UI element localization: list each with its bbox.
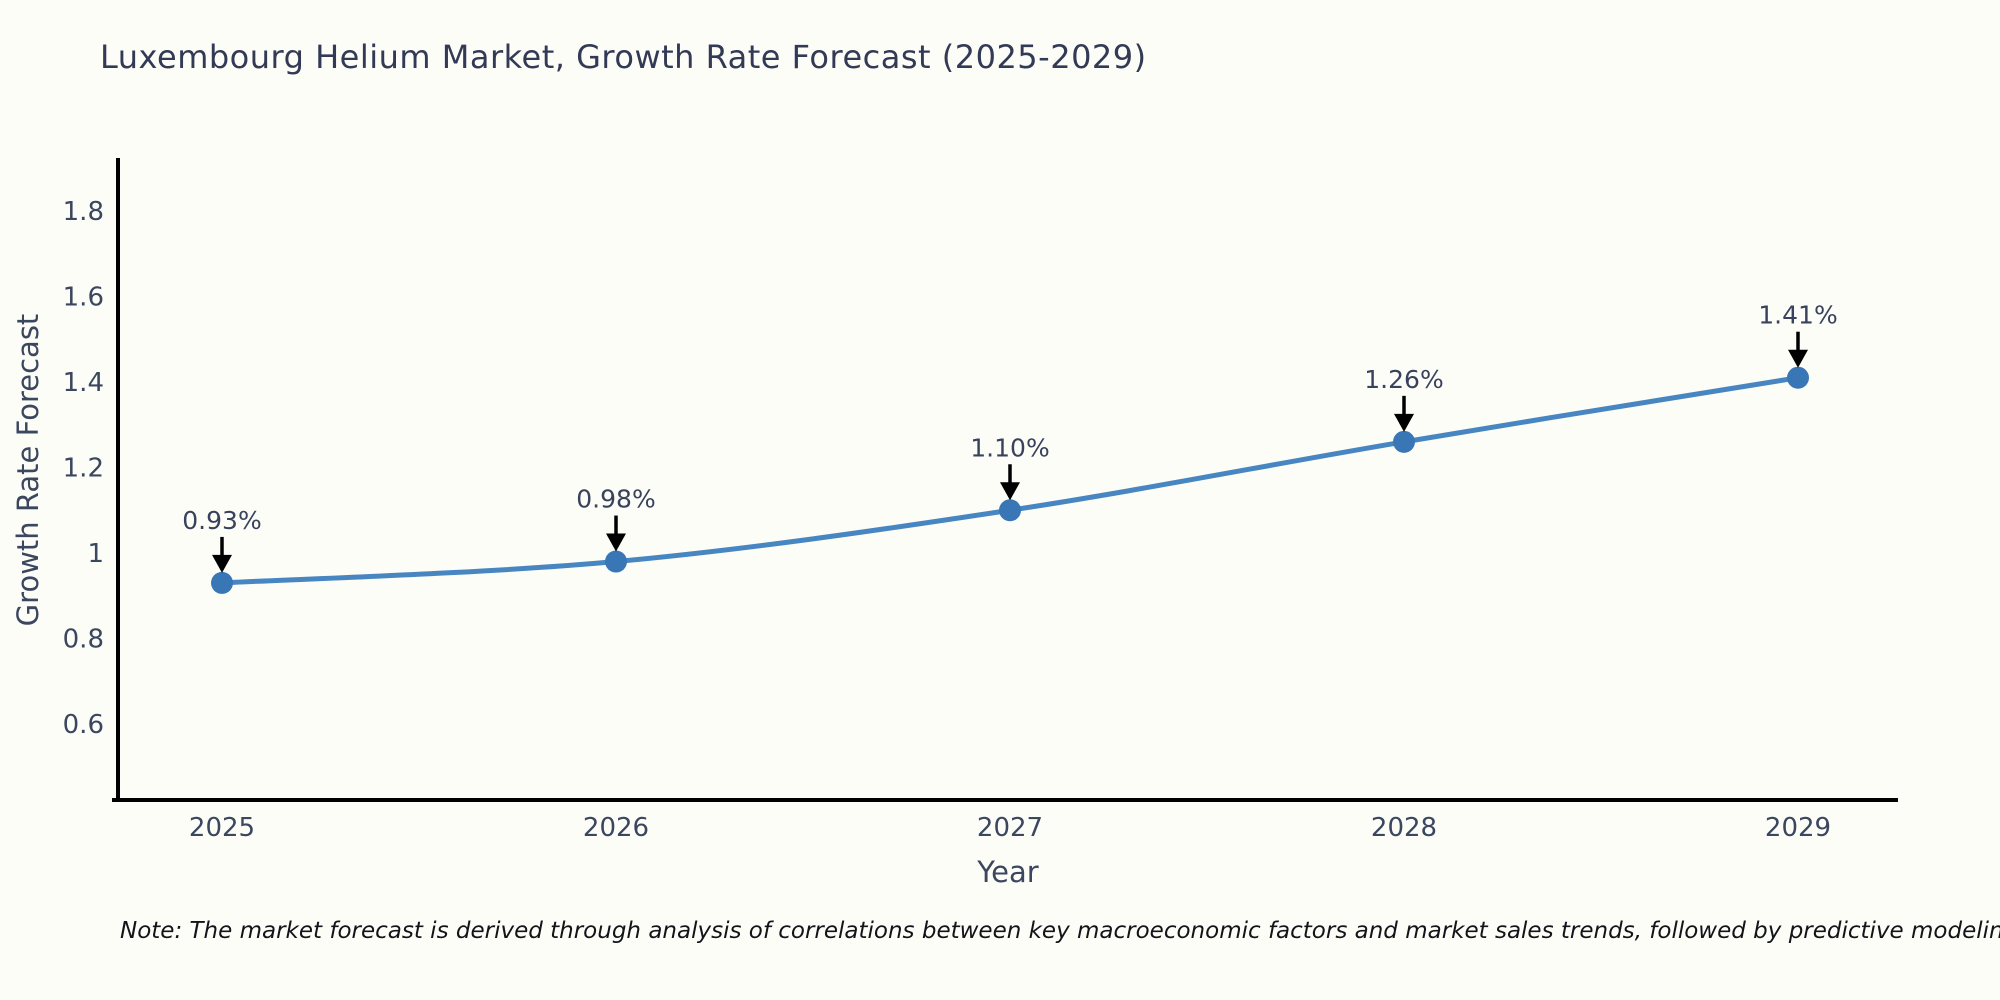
y-tick-label: 1.4 bbox=[63, 368, 104, 398]
y-tick-label: 1.8 bbox=[63, 197, 104, 227]
x-tick-label: 2025 bbox=[189, 813, 255, 843]
x-tick-label: 2029 bbox=[1765, 813, 1831, 843]
data-point-marker bbox=[605, 550, 627, 573]
data-point-label: 1.26% bbox=[1364, 365, 1443, 394]
y-tick-label: 0.6 bbox=[63, 710, 104, 740]
y-tick-label: 1 bbox=[87, 539, 104, 569]
data-point-label: 0.98% bbox=[576, 485, 655, 514]
annotation-arrowhead bbox=[1788, 349, 1808, 368]
data-point-label: 1.41% bbox=[1758, 301, 1837, 330]
data-point-label: 1.10% bbox=[970, 433, 1049, 462]
y-tick-label: 1.2 bbox=[63, 454, 104, 484]
data-point-label: 0.93% bbox=[182, 506, 261, 535]
chart-title: Luxembourg Helium Market, Growth Rate Fo… bbox=[100, 38, 1147, 76]
y-tick-label: 0.8 bbox=[63, 625, 104, 655]
x-tick-label: 2027 bbox=[977, 813, 1043, 843]
footnote-text: Note: The market forecast is derived thr… bbox=[120, 918, 2000, 944]
annotation-arrowhead bbox=[212, 554, 232, 573]
data-point-marker bbox=[1787, 366, 1809, 389]
x-axis-title: Year bbox=[977, 855, 1039, 889]
data-point-marker bbox=[1393, 430, 1415, 453]
annotation-arrowhead bbox=[1000, 482, 1020, 501]
y-tick-label: 1.6 bbox=[63, 283, 104, 313]
data-point-marker bbox=[999, 499, 1021, 522]
annotation-arrowhead bbox=[1394, 413, 1414, 432]
x-tick-label: 2028 bbox=[1371, 813, 1437, 843]
data-point-marker bbox=[211, 571, 233, 594]
x-tick-label: 2026 bbox=[583, 813, 649, 843]
annotation-arrowhead bbox=[606, 533, 626, 552]
